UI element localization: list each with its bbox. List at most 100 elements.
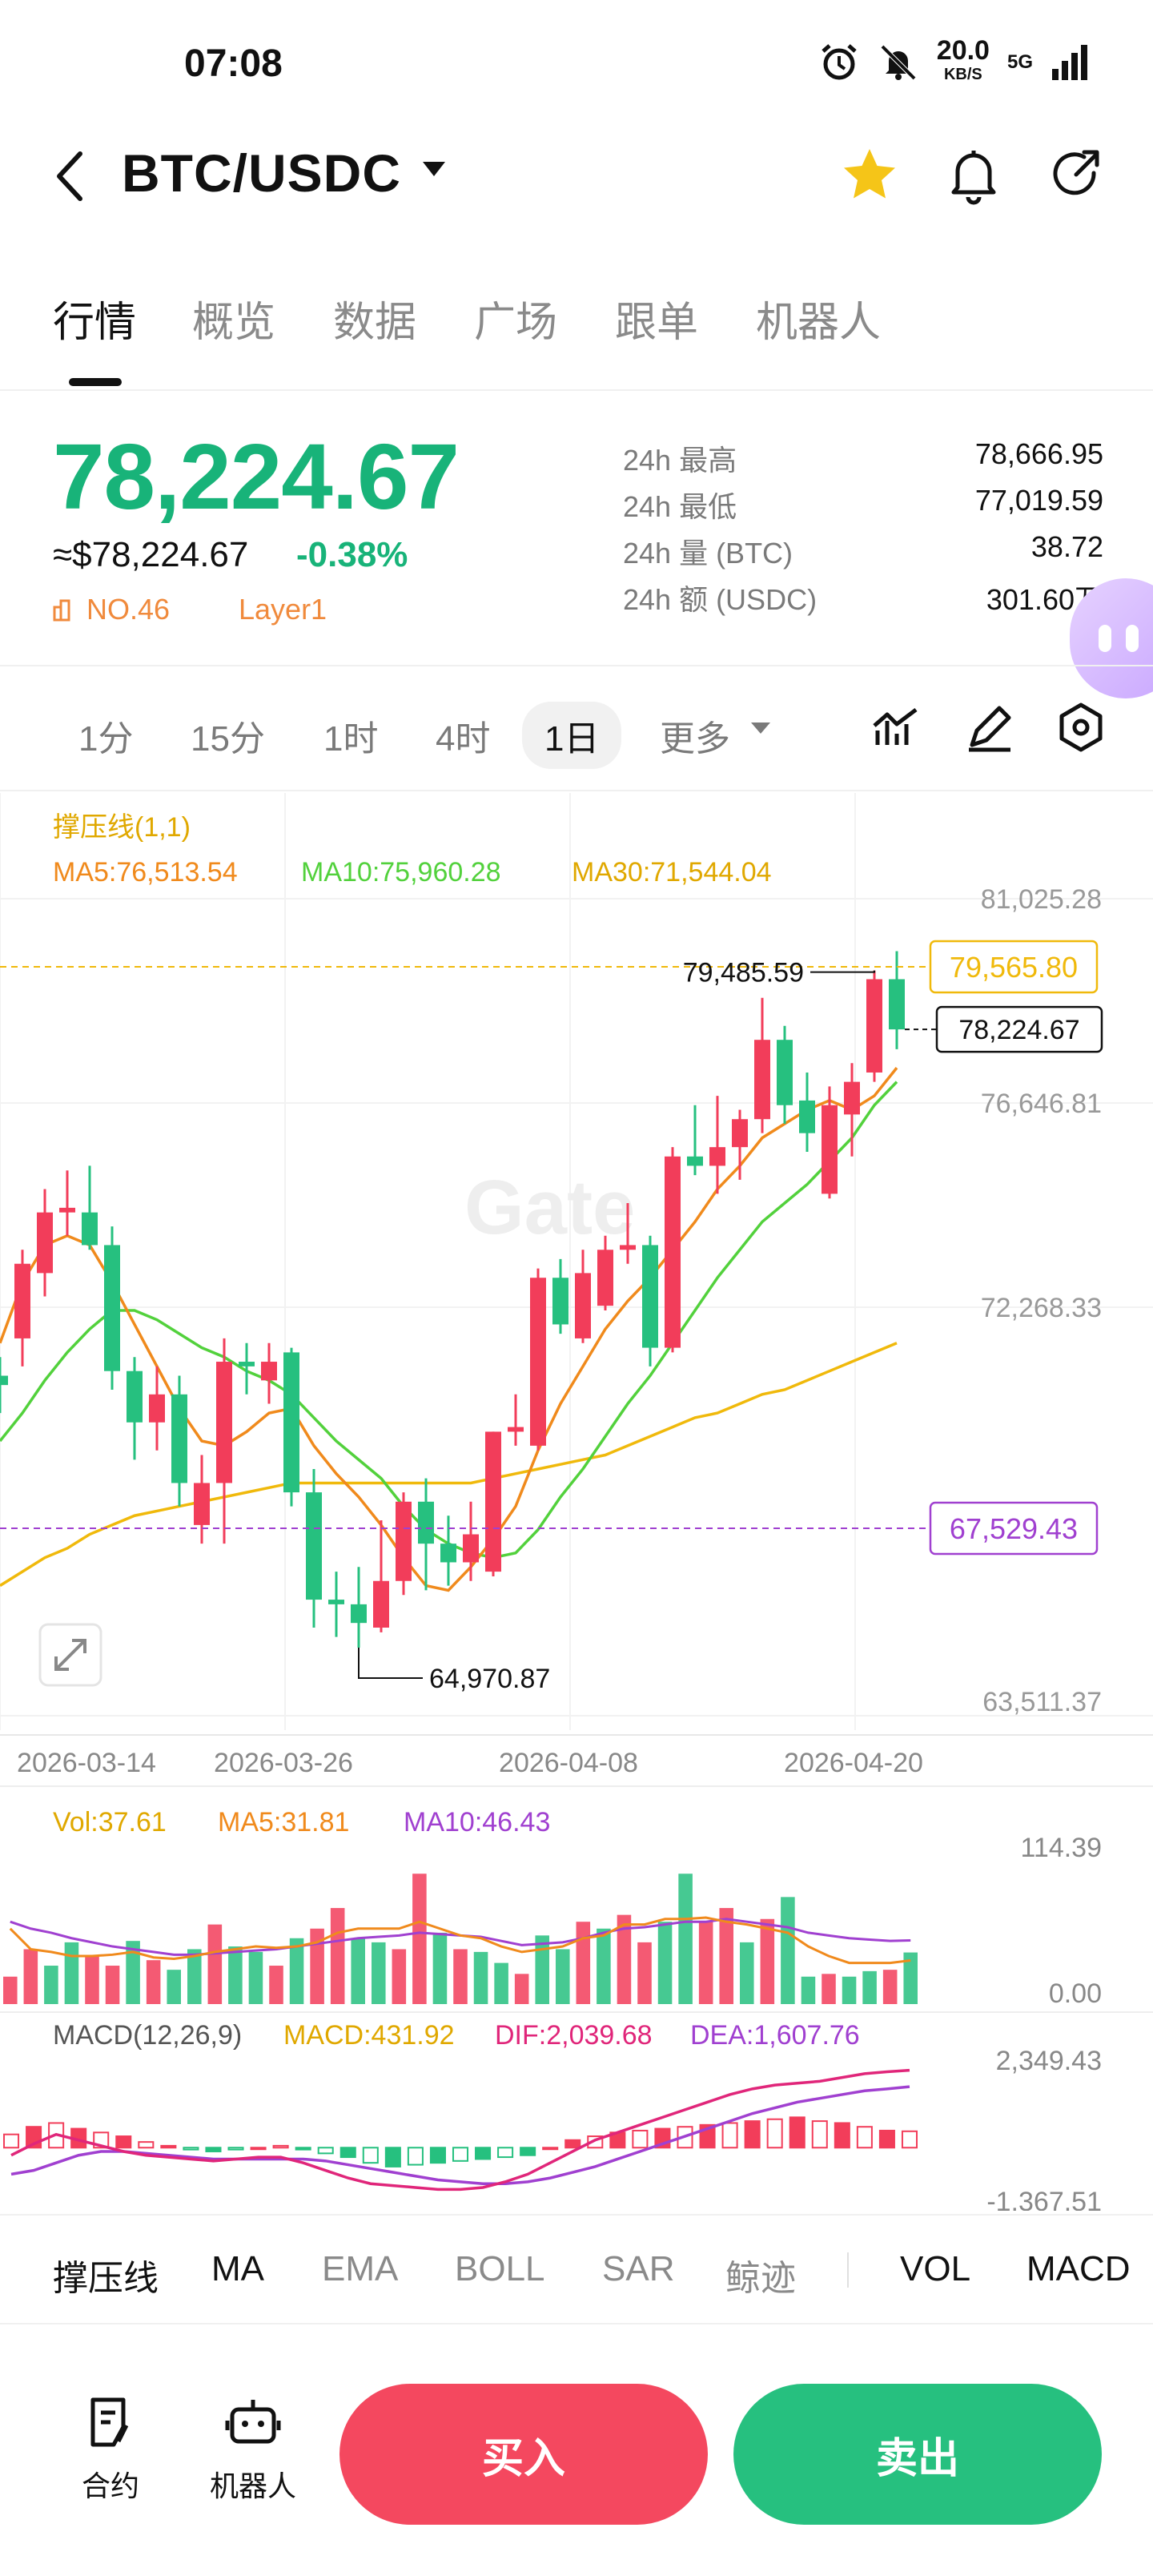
tab-copy-trade[interactable]: 跟单 bbox=[615, 300, 699, 346]
indicator-ma[interactable]: MA bbox=[211, 2249, 264, 2288]
support-label: 67,529.43 bbox=[950, 1512, 1078, 1545]
x-tick-label: 2026-04-08 bbox=[499, 1748, 638, 1778]
interval-1d[interactable]: 1日 bbox=[522, 702, 622, 769]
volume-bar bbox=[85, 1956, 99, 2004]
indicator-whale[interactable]: 鲸迹 bbox=[725, 2259, 796, 2298]
sell-button[interactable]: 卖出 bbox=[733, 2384, 1102, 2525]
bubble-eye bbox=[1099, 625, 1111, 652]
interval-4h[interactable]: 4时 bbox=[436, 719, 491, 759]
macd-bar bbox=[295, 2147, 311, 2151]
draw-icon[interactable] bbox=[961, 698, 1018, 756]
interval-15m[interactable]: 15分 bbox=[191, 719, 265, 759]
rank-tag[interactable]: NO.46 bbox=[53, 593, 170, 626]
macd-bar bbox=[744, 2120, 761, 2149]
vol-ma10-label: MA10:46.43 bbox=[404, 1807, 550, 1837]
volume-bar bbox=[801, 1976, 816, 2004]
volume-bar bbox=[657, 1922, 673, 2004]
macd-bar bbox=[475, 2147, 492, 2160]
x-tick-label: 2026-03-14 bbox=[17, 1748, 156, 1778]
volume-bar bbox=[494, 1962, 508, 2004]
kline-chart[interactable]: Gate 79,565.80 67,529.43 78,224.67 79,485.5… bbox=[0, 793, 1153, 2211]
interval-1m[interactable]: 1分 bbox=[78, 719, 134, 759]
resistance-label-box bbox=[929, 940, 1099, 994]
macd-bar bbox=[115, 2135, 132, 2149]
high-marker bbox=[810, 970, 875, 973]
macd-bar bbox=[339, 2147, 356, 2159]
last-price: 78,224.67 bbox=[53, 425, 460, 529]
bell-icon[interactable] bbox=[942, 143, 1006, 207]
volume-bar bbox=[126, 1941, 140, 2004]
chevron-down-icon[interactable] bbox=[423, 162, 445, 176]
back-icon[interactable] bbox=[48, 144, 96, 208]
macd-y-max: 2,349.43 bbox=[996, 2046, 1102, 2076]
macd-bar bbox=[542, 2147, 559, 2151]
candle-body bbox=[283, 1352, 299, 1493]
price-change: -0.38% bbox=[296, 535, 408, 574]
tab-market[interactable]: 行情 bbox=[53, 300, 137, 346]
volume-bar bbox=[351, 1938, 365, 2004]
candle-body bbox=[440, 1544, 456, 1563]
interval-1h[interactable]: 1时 bbox=[323, 719, 379, 759]
candle-body bbox=[239, 1362, 255, 1366]
category-tag[interactable]: Layer1 bbox=[239, 593, 327, 626]
contract-icon bbox=[90, 2397, 129, 2447]
contract-label: 合约 bbox=[81, 2469, 139, 2502]
y-tick-label: 63,511.37 bbox=[982, 1687, 1102, 1717]
usd-price: ≈$78,224.67 bbox=[53, 535, 249, 574]
resistance-label: 79,565.80 bbox=[950, 951, 1078, 984]
stat-label: 24h 额 (USDC) bbox=[623, 583, 818, 616]
net-speed-unit: KB/S bbox=[943, 66, 982, 83]
candle-body bbox=[709, 1147, 725, 1166]
pair-title[interactable]: BTC/USDC bbox=[122, 143, 401, 203]
macd-bar bbox=[856, 2126, 873, 2149]
candle-body bbox=[306, 1492, 322, 1600]
vol-ma5-line bbox=[9, 1916, 911, 1965]
candle-body bbox=[0, 1375, 8, 1386]
macd-bar bbox=[789, 2116, 805, 2149]
candle-body bbox=[463, 1534, 479, 1563]
candle-body bbox=[216, 1362, 232, 1483]
divider bbox=[0, 2214, 1153, 2216]
contract-button[interactable]: 合约 bbox=[77, 2393, 144, 2505]
volume-bar bbox=[289, 1938, 304, 2004]
current-price-label: 78,224.67 bbox=[958, 1015, 1079, 1045]
macd-dea-line bbox=[10, 2085, 910, 2185]
legend-support-resistance: 撑压线(1,1) bbox=[53, 812, 191, 843]
candle-body bbox=[732, 1119, 748, 1148]
tab-underline bbox=[69, 378, 122, 386]
share-icon[interactable] bbox=[1044, 143, 1108, 207]
chart-type-icon[interactable] bbox=[868, 698, 926, 756]
bot-button[interactable]: 机器人 bbox=[205, 2393, 301, 2505]
bot-label: 机器人 bbox=[209, 2469, 296, 2502]
indicator-ema[interactable]: EMA bbox=[322, 2249, 399, 2288]
expand-icon[interactable] bbox=[38, 1623, 102, 1687]
macd-bar bbox=[272, 2144, 289, 2149]
legend-ma30: MA30:71,544.04 bbox=[572, 857, 772, 888]
indicator-vol[interactable]: VOL bbox=[900, 2249, 971, 2288]
tab-data[interactable]: 数据 bbox=[333, 300, 417, 346]
star-icon[interactable] bbox=[838, 143, 902, 207]
volume-bar bbox=[822, 1974, 836, 2004]
indicator-macd[interactable]: MACD bbox=[1026, 2249, 1131, 2288]
assistant-bubble[interactable] bbox=[1070, 578, 1153, 698]
settings-hex-icon[interactable] bbox=[1052, 698, 1110, 756]
volume-bar bbox=[535, 1935, 549, 2004]
macd-dif-label: DIF:2,039.68 bbox=[495, 2020, 653, 2051]
indicator-sar[interactable]: SAR bbox=[602, 2249, 675, 2288]
stat-value: 38.72 bbox=[1030, 530, 1103, 563]
tab-square[interactable]: 广场 bbox=[474, 300, 558, 346]
volume-bar bbox=[187, 1949, 202, 2004]
volume-bar bbox=[453, 1949, 468, 2004]
macd-bar bbox=[497, 2147, 514, 2159]
macd-bar bbox=[250, 2147, 267, 2151]
interval-more[interactable]: 更多 bbox=[660, 719, 730, 759]
indicator-boll[interactable]: BOLL bbox=[455, 2249, 545, 2288]
volume-bar bbox=[473, 1951, 488, 2004]
buy-button[interactable]: 买入 bbox=[339, 2384, 708, 2525]
chevron-down-icon[interactable] bbox=[751, 722, 770, 734]
tab-bot[interactable]: 机器人 bbox=[756, 300, 882, 346]
indicator-support-resistance[interactable]: 撑压线 bbox=[53, 2259, 159, 2298]
bubble-eye bbox=[1126, 625, 1139, 652]
tab-overview[interactable]: 概览 bbox=[192, 300, 276, 346]
x-tick-label: 2026-04-20 bbox=[784, 1748, 923, 1778]
